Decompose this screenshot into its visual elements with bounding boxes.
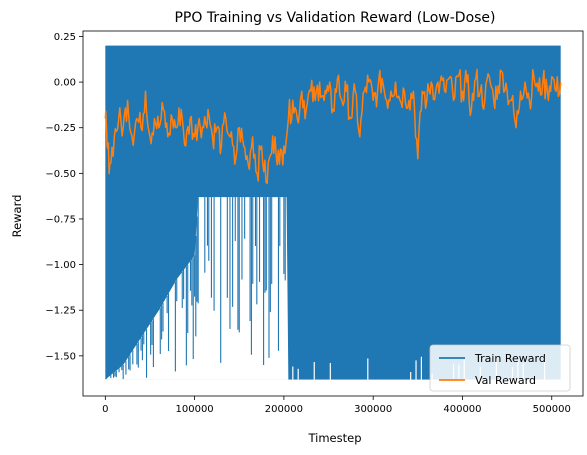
legend-label-val-reward: Val Reward — [475, 374, 536, 387]
x-axis-ticks: 0 100000 200000 300000 400000 500000 — [102, 396, 571, 415]
y-tick-label: −0.50 — [45, 169, 76, 180]
x-tick-label: 100000 — [176, 404, 214, 415]
legend-label-train-reward: Train Reward — [474, 352, 546, 365]
series-val-reward — [104, 68, 562, 184]
y-axis-label: Reward — [10, 195, 24, 238]
x-tick-label: 500000 — [533, 404, 571, 415]
train-reward-lower-gap — [105, 197, 561, 380]
y-tick-label: −1.00 — [45, 260, 76, 271]
x-tick-label: 400000 — [443, 404, 481, 415]
y-tick-label: −0.75 — [45, 214, 76, 225]
x-tick-label: 200000 — [265, 404, 303, 415]
y-tick-label: −0.25 — [45, 123, 76, 134]
legend: Train Reward Val Reward — [429, 344, 571, 392]
axes-frame — [82, 30, 584, 397]
val-reward-line — [104, 68, 562, 184]
y-axis-ticks: 0.25 0.00 −0.25 −0.50 −0.75 −1.00 −1.25 −1.50 — [45, 32, 83, 362]
x-tick-label: 300000 — [354, 404, 392, 415]
x-axis-label: Timestep — [307, 431, 361, 445]
chart-title: PPO Training vs Validation Reward (Low-D… — [174, 10, 495, 26]
train-reward-gap-region — [105, 197, 561, 380]
plot-area — [104, 45, 562, 380]
y-tick-label: −1.25 — [45, 306, 76, 317]
y-tick-label: −1.50 — [45, 351, 76, 362]
y-tick-label: 0.25 — [54, 32, 76, 43]
x-tick-label: 0 — [102, 404, 108, 415]
y-tick-label: 0.00 — [54, 78, 76, 89]
